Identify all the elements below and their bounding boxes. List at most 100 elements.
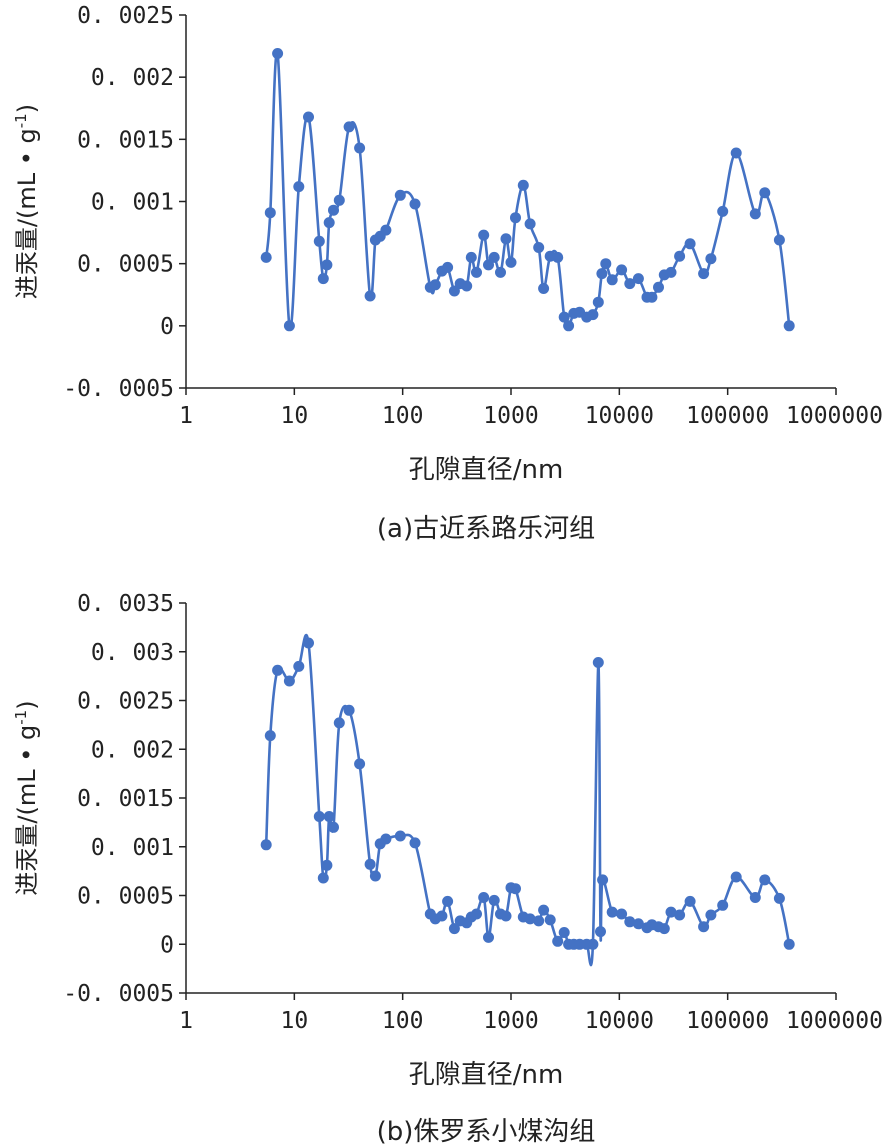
y-tick-label: 0. 0005 [77, 252, 174, 278]
data-point [600, 258, 612, 270]
data-point [730, 147, 742, 159]
y-tick-label: 0. 0005 [77, 884, 174, 910]
x-tick-label: 10 [280, 1008, 308, 1034]
data-point [409, 837, 421, 849]
y-tick-label: 0. 0035 [77, 591, 174, 617]
data-point [343, 704, 355, 716]
data-point [317, 273, 329, 285]
data-point [380, 833, 392, 845]
x-axis-label: 孔隙直径/nm [409, 1060, 564, 1090]
data-point [674, 909, 686, 921]
series-marks [260, 633, 795, 967]
data-point [759, 874, 771, 886]
data-point [624, 916, 636, 928]
chart-panel-b: 0. 0035 0. 003 0. 0025 0. 002 0. 0015 0. 001 0… [12, 591, 883, 1147]
data-point [471, 266, 482, 278]
data-point [293, 181, 305, 193]
y-tick-label: 0. 003 [91, 640, 174, 666]
data-point [369, 870, 381, 882]
data-point [303, 637, 314, 649]
x-tick-label: 1000 [483, 403, 538, 429]
data-point [394, 189, 406, 201]
data-point [465, 251, 477, 263]
data-point [442, 261, 454, 273]
y-tick-label: 0. 002 [91, 737, 174, 763]
data-point [563, 320, 575, 332]
data-point [705, 253, 717, 265]
data-point [354, 142, 366, 154]
data-point [505, 256, 517, 268]
y-axis-label-main: 进汞量/(mL • g [13, 128, 41, 299]
data-point [321, 259, 333, 271]
data-point [616, 908, 628, 920]
data-point [606, 906, 618, 918]
data-point [260, 839, 272, 851]
data-point [587, 309, 599, 321]
y-tick-label: -0. 0005 [63, 376, 174, 402]
data-point [328, 204, 339, 216]
x-tick-labels: 1 10 100 1000 10000 100000 1000000 [179, 388, 883, 429]
data-point [313, 235, 325, 247]
data-point [364, 290, 376, 302]
y-tick-label: -0. 0005 [63, 981, 174, 1007]
data-point [478, 892, 490, 903]
data-point [658, 923, 670, 935]
y-axis-label-sup: -1 [12, 113, 30, 128]
data-point [665, 266, 677, 278]
data-point [717, 899, 729, 911]
x-axis-label: 孔隙直径/nm [409, 455, 564, 485]
data-point [624, 278, 636, 290]
data-point [616, 264, 628, 276]
y-tick-label: 0. 0015 [77, 786, 174, 812]
data-point [313, 811, 325, 822]
data-point [500, 910, 512, 922]
data-point [264, 730, 276, 742]
series-marks [260, 48, 795, 332]
data-point [272, 664, 284, 676]
data-point [483, 931, 494, 943]
y-axis-label: 进汞量/(mL • g-1) [12, 700, 41, 895]
y-tick-label: 0. 001 [91, 835, 174, 861]
data-point [495, 266, 506, 278]
data-point [293, 660, 305, 672]
x-tick-label: 1000000 [786, 403, 883, 429]
data-point [684, 238, 696, 250]
data-point [597, 874, 609, 886]
data-point [783, 320, 795, 332]
data-point [538, 283, 550, 294]
x-tick-label: 1 [179, 403, 193, 429]
x-tick-label: 100 [382, 1008, 424, 1034]
data-point [646, 291, 658, 303]
data-point [260, 251, 272, 263]
data-point [730, 871, 742, 883]
data-point [471, 908, 482, 920]
data-point [558, 311, 570, 323]
data-point [558, 927, 570, 938]
y-tick-labels: 0. 0035 0. 003 0. 0025 0. 002 0. 0015 0. 001 0… [63, 591, 186, 1007]
data-point [488, 251, 500, 263]
data-point [283, 675, 295, 687]
y-axis-label-main: 进汞量/(mL • g [13, 725, 41, 896]
data-point [538, 904, 550, 916]
data-point [272, 48, 284, 59]
data-point [773, 892, 785, 904]
data-point [533, 915, 545, 927]
data-point [264, 207, 276, 219]
y-tick-label: 0 [160, 314, 174, 340]
data-point [783, 938, 795, 950]
y-tick-label: 0. 0025 [77, 3, 174, 29]
chart-panel-a: 0. 0025 0. 002 0. 0015 0. 001 0. 0005 0 -0. 00… [12, 3, 883, 544]
data-point [323, 811, 335, 822]
data-point [478, 229, 490, 241]
y-tick-labels: 0. 0025 0. 002 0. 0015 0. 001 0. 0005 0 -0. 00… [63, 3, 186, 402]
data-point [323, 217, 335, 229]
data-point [632, 273, 644, 285]
y-axis-label: 进汞量/(mL • g-1) [12, 104, 41, 299]
data-point [461, 280, 473, 292]
x-tick-label: 1000 [483, 1008, 538, 1034]
x-tick-label: 10 [280, 403, 308, 429]
data-point [552, 251, 564, 263]
y-tick-label: 0. 002 [91, 65, 174, 91]
data-point [596, 268, 608, 280]
